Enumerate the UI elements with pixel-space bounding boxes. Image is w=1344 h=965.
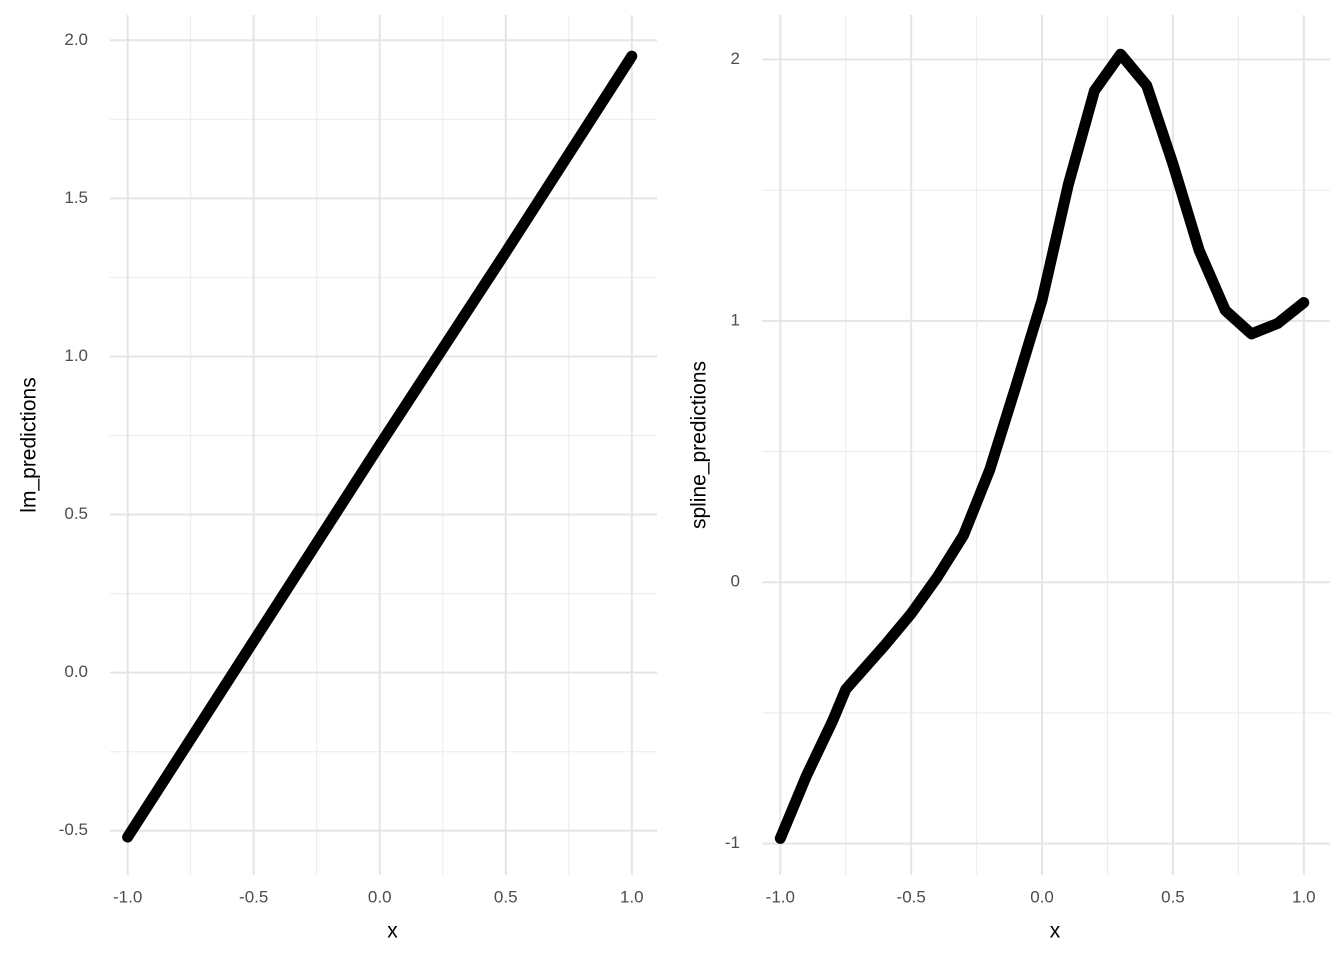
y-tick-label: -1: [725, 833, 740, 852]
y-axis-title: lm_predictions: [18, 377, 41, 512]
y-tick-label: 1: [731, 310, 740, 329]
y-tick-label: 0.5: [64, 504, 88, 523]
x-tick-label: 0.0: [368, 887, 392, 906]
x-tick-label: 1.0: [620, 887, 644, 906]
line: [122, 50, 638, 843]
x-axis-title: x: [387, 920, 398, 943]
y-tick-label: 0: [731, 572, 740, 591]
x-tick-label: 0.0: [1030, 887, 1054, 906]
x-tick-label: -1.0: [766, 887, 795, 906]
y-tick-label: 2: [731, 49, 740, 68]
y-axis-title: spline_predictions: [688, 361, 711, 529]
y-tick-label: 2.0: [64, 30, 88, 49]
x-tick-label: -0.5: [239, 887, 268, 906]
x-tick-label: -1.0: [113, 887, 142, 906]
line: [774, 48, 1310, 844]
y-tick-label: 1.5: [64, 188, 88, 207]
y-tick-label: -0.5: [59, 820, 88, 839]
y-tick-label: 0.0: [64, 662, 88, 681]
x-tick-label: 0.5: [1161, 887, 1185, 906]
x-tick-label: -0.5: [897, 887, 926, 906]
x-axis-title: x: [1050, 920, 1061, 943]
x-tick-label: 0.5: [494, 887, 518, 906]
y-tick-label: 1.0: [64, 346, 88, 365]
x-tick-label: 1.0: [1292, 887, 1316, 906]
